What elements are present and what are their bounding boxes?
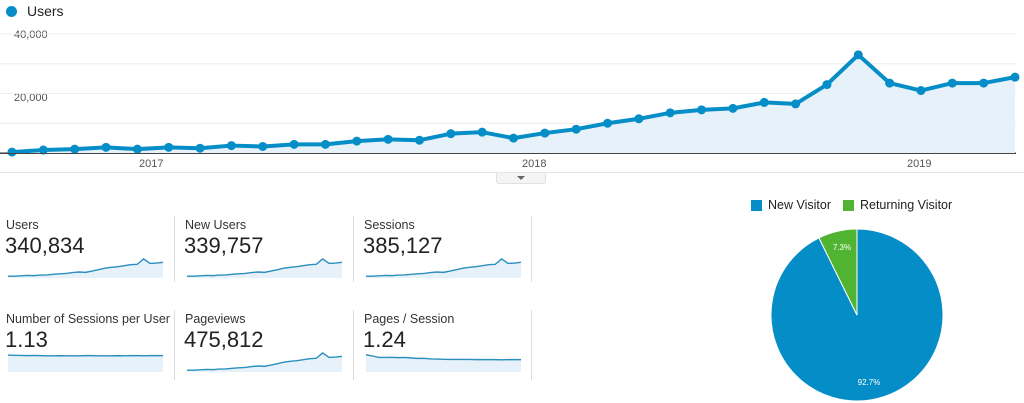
chart-legend[interactable]: Users	[6, 3, 64, 19]
metric-sessions-per-user[interactable]: Number of Sessions per User 1.13	[0, 304, 170, 384]
metric-separator	[531, 310, 532, 380]
visitor-type-pie-chart[interactable]: 92.7% 7.3%	[770, 228, 944, 402]
legend-label: Returning Visitor	[859, 198, 953, 212]
sparkline	[8, 258, 164, 278]
metric-separator	[174, 310, 175, 380]
y-tick-20000: 20,000	[14, 92, 48, 104]
metric-value: 385,127	[363, 233, 443, 258]
pie-label-new: 92.7%	[858, 378, 881, 387]
legend-item-new-visitor[interactable]: New Visitor	[751, 198, 831, 212]
pie-label-returning: 7.3%	[833, 243, 851, 252]
metric-users[interactable]: Users 340,834	[0, 210, 168, 290]
metric-label: Sessions	[364, 218, 415, 232]
pie-legend: New Visitor Returning Visitor	[751, 198, 964, 212]
metric-value: 339,757	[184, 233, 264, 258]
metric-value: 1.24	[363, 327, 406, 352]
chart-divider	[0, 172, 1024, 173]
legend-label: New Visitor	[768, 198, 831, 212]
series-dot-icon	[6, 5, 17, 17]
users-line-chart[interactable]	[0, 20, 1024, 160]
metric-separator	[353, 216, 354, 282]
metric-new-users[interactable]: New Users 339,757	[179, 210, 347, 290]
legend-item-returning-visitor[interactable]: Returning Visitor	[842, 198, 953, 212]
pie-slice-returning-visitor[interactable]	[818, 228, 858, 316]
metric-value: 475,812	[184, 327, 264, 352]
metric-separator	[174, 216, 175, 282]
metric-label: Number of Sessions per User	[6, 312, 170, 326]
collapse-chart-toggle[interactable]	[496, 173, 546, 184]
sparkline	[366, 258, 522, 278]
legend-swatch-icon	[751, 199, 762, 211]
x-tick-2019: 2019	[907, 158, 932, 170]
metric-sessions[interactable]: Sessions 385,127	[358, 210, 526, 290]
metric-value: 1.13	[5, 327, 48, 352]
sparkline	[187, 352, 343, 372]
metric-value: 340,834	[5, 233, 85, 258]
legend-label-users: Users	[27, 3, 64, 19]
x-tick-2017: 2017	[139, 158, 164, 170]
metric-separator	[531, 216, 532, 282]
y-tick-40000: 40,000	[14, 29, 48, 41]
x-tick-2018: 2018	[522, 158, 547, 170]
metric-label: New Users	[185, 218, 247, 232]
metric-pages-per-session[interactable]: Pages / Session 1.24	[358, 304, 526, 384]
metric-separator	[353, 310, 354, 380]
legend-swatch-icon	[842, 199, 854, 211]
sparkline	[187, 258, 343, 278]
metric-label: Users	[6, 218, 39, 232]
metric-pageviews[interactable]: Pageviews 475,812	[179, 304, 347, 384]
sparkline	[366, 354, 521, 372]
metric-label: Pages / Session	[364, 312, 455, 326]
sparkline	[8, 354, 163, 372]
metric-label: Pageviews	[185, 312, 246, 326]
